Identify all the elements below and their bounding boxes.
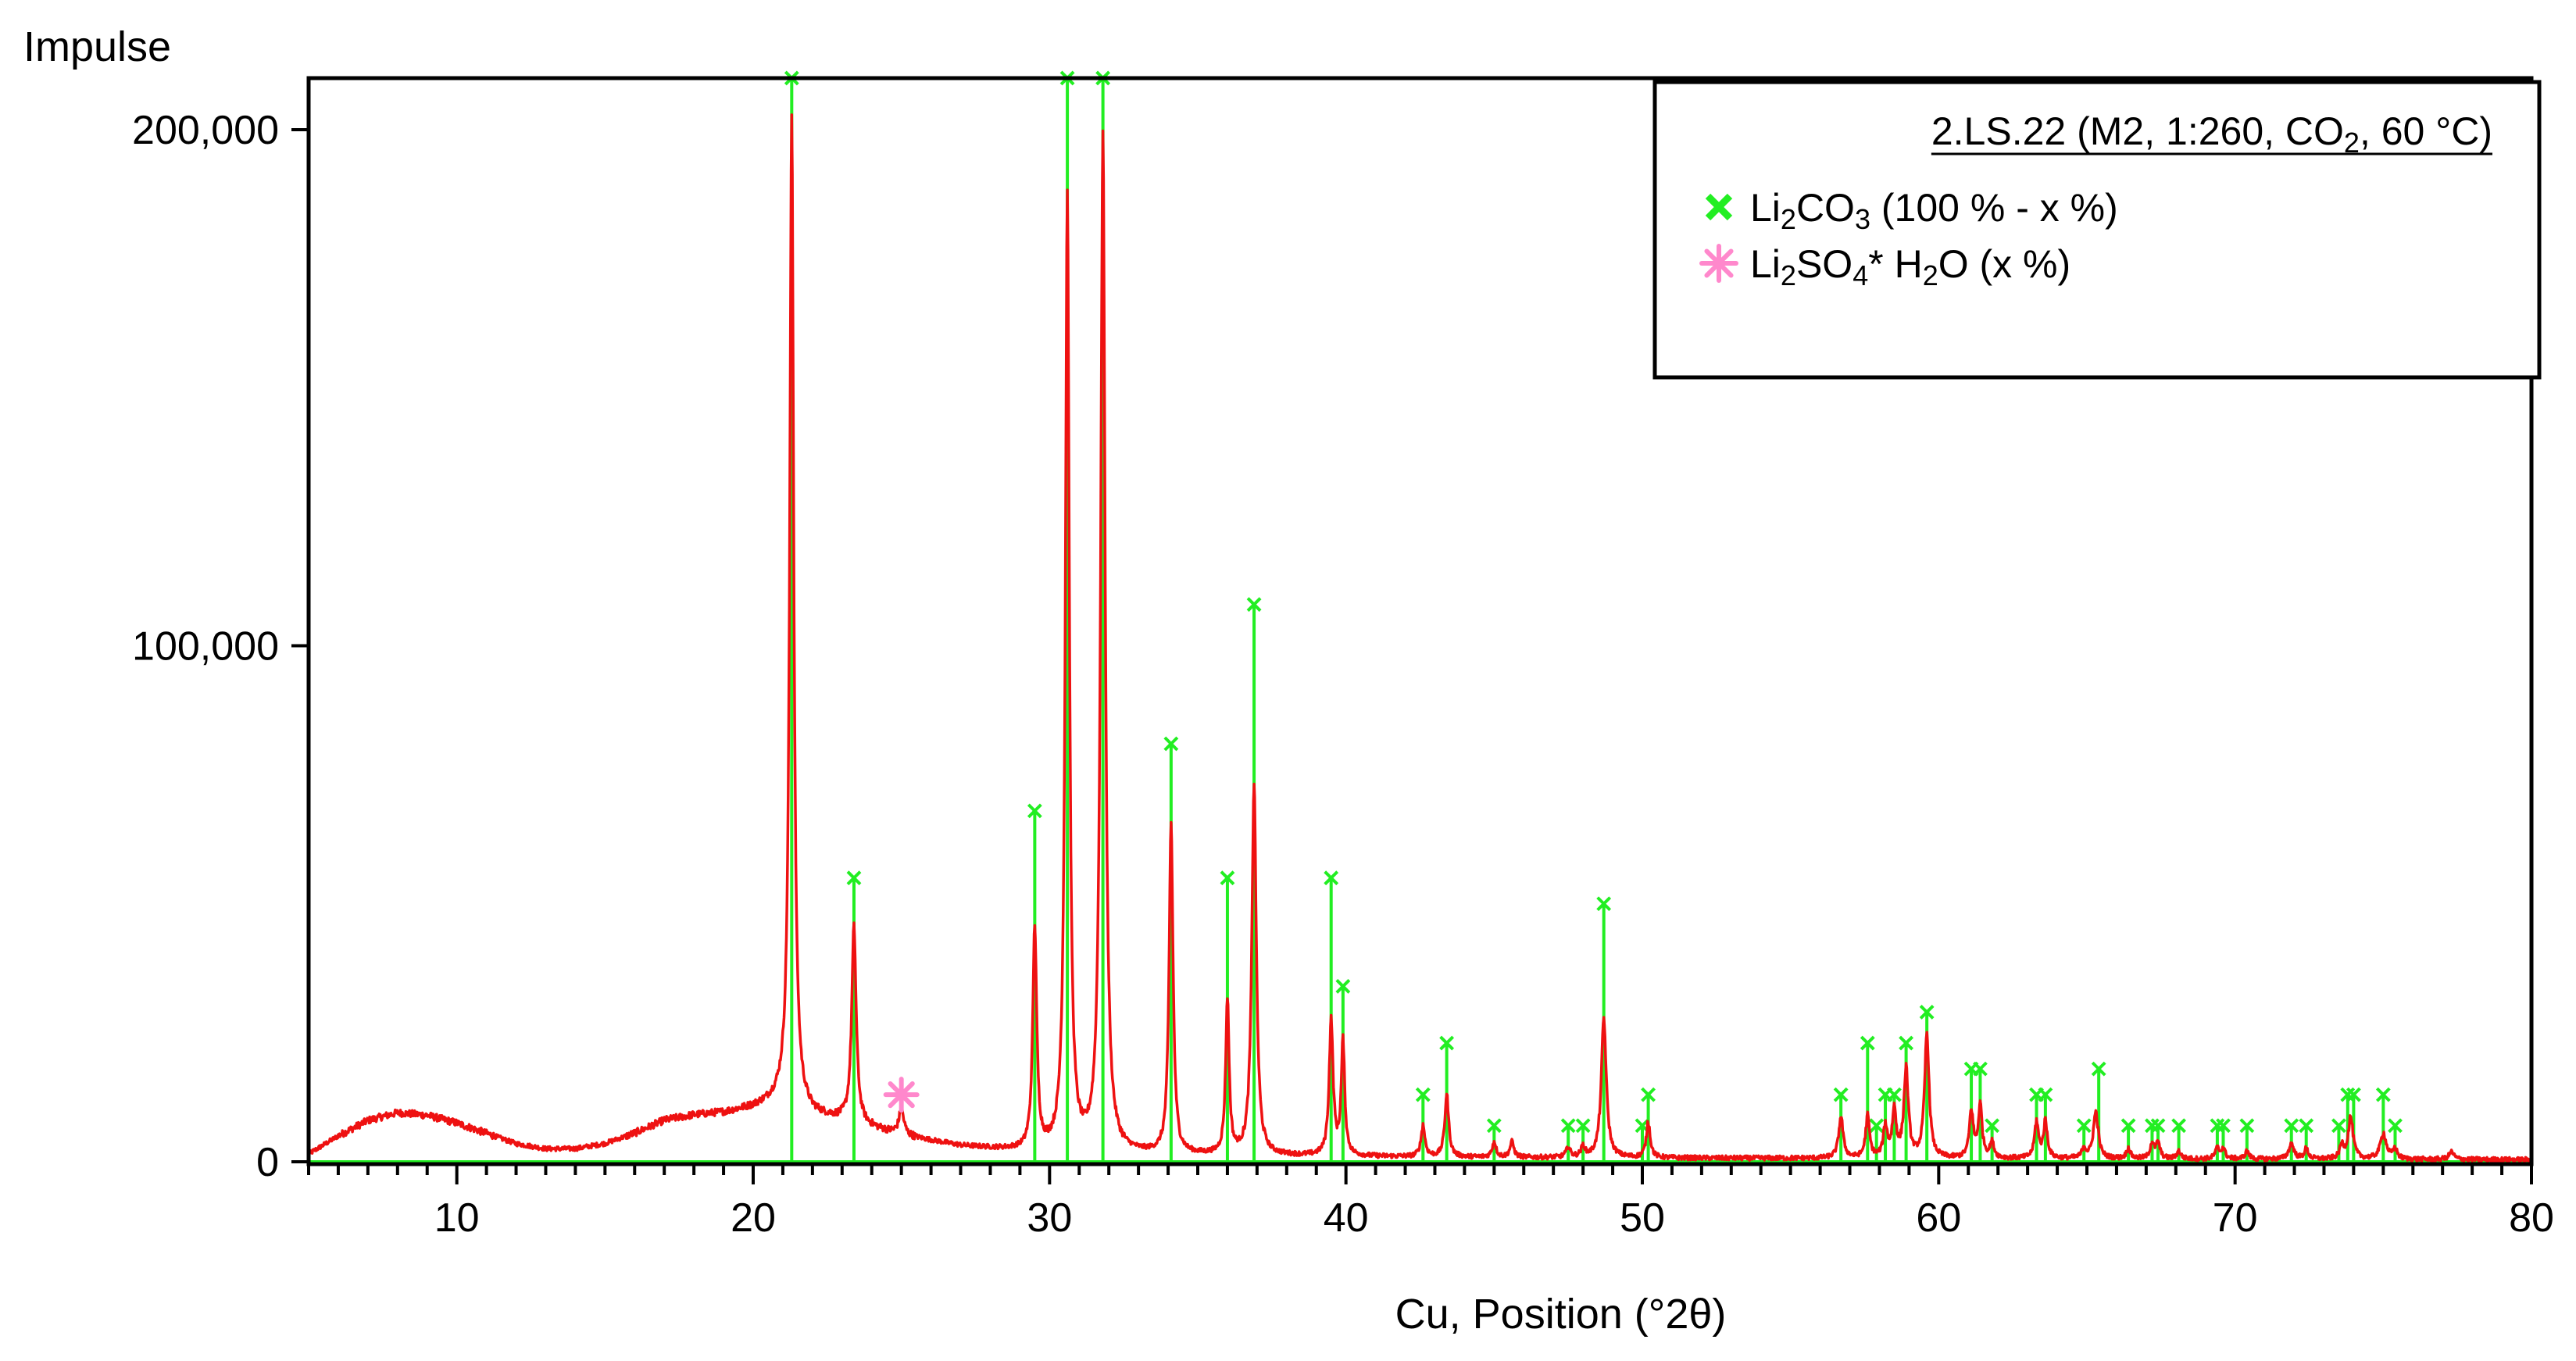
y-tick-label: 200,000 [132, 108, 279, 153]
reference-x-marker [2388, 1118, 2403, 1134]
x-tick-label: 20 [731, 1195, 776, 1241]
reference-x-marker [1027, 803, 1042, 819]
reference-x-marker [1973, 1061, 1988, 1077]
reference-x-marker [1560, 1118, 1576, 1134]
reference-x-marker [2038, 1087, 2053, 1102]
reference-x-marker [2375, 1087, 2391, 1102]
reference-x-marker [2299, 1118, 2314, 1134]
reference-x-marker [1575, 1118, 1591, 1134]
reference-x-marker [2239, 1118, 2255, 1134]
reference-x-marker [1860, 1035, 1875, 1051]
axes [291, 76, 2534, 1184]
reference-x-marker [2331, 1118, 2346, 1134]
plot-frame [306, 76, 2534, 1166]
measured-pattern [307, 113, 2532, 1163]
x-tick-label: 70 [2213, 1195, 2258, 1241]
legend-asterisk-icon [1699, 244, 1738, 283]
reference-x-marker [2076, 1118, 2092, 1134]
reference-x-marker [2120, 1118, 2136, 1134]
reference-x-marker [1641, 1087, 1656, 1102]
reference-x-marker [2284, 1118, 2299, 1134]
reference-x-marker [846, 870, 862, 886]
reference-x-marker [1415, 1087, 1431, 1102]
legend-title: 2.LS.22 (M2, 1:260, CO2, 60 °C) [1931, 109, 2492, 159]
reference-x-marker [2171, 1118, 2187, 1134]
reference-x-marker [1833, 1087, 1849, 1102]
x-tick-label: 60 [1916, 1195, 1961, 1241]
reference-x-marker [1335, 979, 1351, 994]
reference-x-marker [1985, 1118, 2000, 1134]
x-tick-label: 10 [434, 1195, 480, 1241]
pattern-line [307, 113, 2532, 1163]
legend: 2.LS.22 (M2, 1:260, CO2, 60 °C) Li2CO3 (1… [1652, 80, 2542, 380]
reference-x-marker [1163, 736, 1179, 752]
reference-x-marker [2145, 1118, 2160, 1134]
reference-x-marker [1869, 1118, 1885, 1134]
reference-x-marker [2340, 1087, 2356, 1102]
reference-x-marker [1486, 1118, 1502, 1134]
legend-entry-label: Li2SO4* H2O (x %) [1750, 242, 2070, 291]
reference-x-marker [2216, 1118, 2231, 1134]
x-tick-label: 40 [1324, 1195, 1369, 1241]
y-tick-label: 100,000 [132, 624, 279, 670]
x-tick-label: 80 [2509, 1195, 2554, 1241]
y-axis-title: Impulse [23, 23, 171, 70]
reference-x-marker [1887, 1087, 1902, 1102]
reference-x-marker [1324, 870, 1339, 886]
reference-x-marker [1220, 870, 1235, 886]
reference-x-marker [1596, 896, 1612, 912]
impurity-asterisk-marker [883, 1077, 920, 1113]
reference-x-marker [2091, 1061, 2106, 1077]
reference-x-marker [2150, 1118, 2166, 1134]
reference-x-marker [1919, 1005, 1935, 1020]
reference-x-marker [2210, 1118, 2225, 1134]
x-tick-label: 30 [1027, 1195, 1072, 1241]
x-tick-label: 50 [1620, 1195, 1665, 1241]
reference-x-marker [1246, 597, 1262, 613]
reference-x-marker [2346, 1087, 2361, 1102]
legend-entry-label: Li2CO3 (100 % - x %) [1750, 186, 2118, 235]
legend-x-icon [1705, 193, 1733, 221]
li2so4-impurity-markers [883, 1077, 920, 1113]
tick-labels: 10 20 30 40 50 60 70 80 0 100,000 200,000 Impulse Cu… [23, 23, 2554, 1338]
x-axis-title: Cu, Position (°2θ) [1395, 1291, 1727, 1338]
reference-x-marker [1439, 1035, 1455, 1051]
reference-x-marker [1899, 1035, 1914, 1051]
legend-box [1652, 80, 2542, 380]
y-tick-label: 0 [256, 1140, 279, 1185]
